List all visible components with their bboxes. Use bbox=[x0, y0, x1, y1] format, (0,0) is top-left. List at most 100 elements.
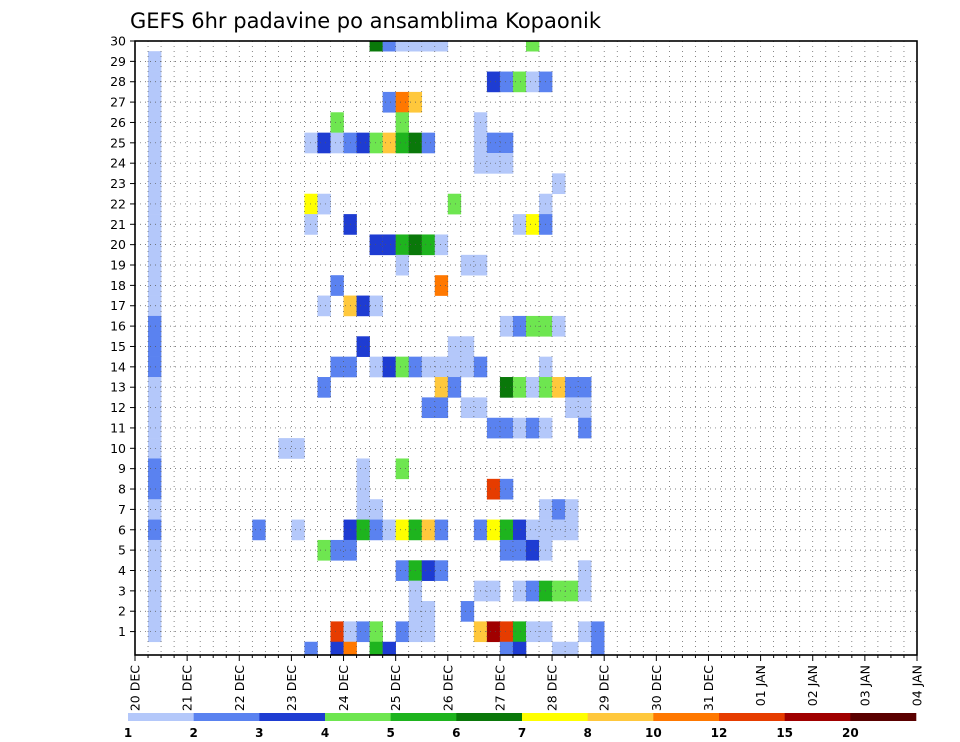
x-tick-label: 01 JAN bbox=[753, 665, 768, 706]
y-tick-label: 18 bbox=[110, 278, 126, 293]
data-cell bbox=[421, 234, 436, 256]
y-tick-label: 16 bbox=[110, 319, 126, 334]
data-cell bbox=[356, 519, 370, 541]
y-tick-label: 2 bbox=[118, 604, 126, 619]
data-cell bbox=[148, 275, 162, 296]
colorbar-label: 3 bbox=[255, 726, 263, 740]
data-cell bbox=[148, 173, 162, 195]
y-tick-label: 12 bbox=[110, 400, 126, 415]
x-tick-label: 30 DEC bbox=[649, 665, 664, 711]
data-cell bbox=[148, 580, 162, 602]
data-cell bbox=[499, 621, 514, 643]
data-cell bbox=[317, 295, 331, 317]
y-tick-label: 3 bbox=[118, 583, 126, 598]
data-cell bbox=[291, 519, 305, 541]
data-cell bbox=[499, 377, 514, 398]
data-cell bbox=[148, 417, 162, 439]
data-cell bbox=[512, 315, 527, 337]
data-cell bbox=[434, 234, 449, 256]
data-cell bbox=[499, 478, 514, 500]
data-cell bbox=[526, 41, 540, 52]
x-tick-label: 28 DEC bbox=[545, 665, 560, 711]
colorbar-label: 15 bbox=[776, 726, 793, 740]
data-cell bbox=[148, 71, 162, 93]
data-cell bbox=[252, 519, 266, 541]
colorbar-label: 1 bbox=[124, 726, 132, 740]
data-cell bbox=[434, 356, 449, 378]
data-cell bbox=[382, 91, 396, 113]
data-cell bbox=[421, 560, 436, 581]
y-tick-label: 8 bbox=[118, 482, 126, 497]
colorbar-label: 5 bbox=[386, 726, 394, 740]
y-tick-label: 30 bbox=[110, 34, 126, 49]
data-cell bbox=[421, 41, 436, 52]
data-cell bbox=[395, 41, 409, 52]
data-cell bbox=[460, 336, 475, 357]
data-cell bbox=[486, 417, 501, 439]
data-cell bbox=[499, 641, 514, 656]
x-tick-label: 27 DEC bbox=[492, 665, 507, 711]
x-tick-label: 31 DEC bbox=[701, 665, 716, 711]
data-cell bbox=[369, 519, 383, 541]
x-axis: 20 DEC 21 DEC 22 DEC 23 DEC 24 DEC 25 DEC 26 D… bbox=[128, 655, 925, 711]
x-tick-label: 20 DEC bbox=[128, 665, 143, 711]
colorbar-swatch bbox=[193, 713, 260, 721]
data-cell bbox=[291, 438, 305, 459]
data-cell bbox=[512, 377, 527, 398]
colorbar-label: 7 bbox=[518, 726, 526, 740]
x-tick-label: 29 DEC bbox=[597, 665, 612, 711]
data-cell bbox=[499, 417, 514, 439]
data-cell bbox=[526, 621, 540, 643]
data-cell bbox=[578, 560, 592, 581]
colorbar-label: 6 bbox=[452, 726, 460, 740]
x-tick-label: 04 JAN bbox=[910, 665, 925, 706]
data-cell bbox=[578, 377, 592, 398]
data-cell bbox=[447, 336, 462, 357]
data-cell bbox=[512, 519, 527, 541]
colorbar-swatch bbox=[390, 713, 457, 721]
data-cell bbox=[382, 519, 396, 541]
y-tick-label: 27 bbox=[110, 95, 126, 110]
data-cell bbox=[369, 295, 383, 317]
data-cell bbox=[395, 112, 409, 133]
y-tick-label: 10 bbox=[110, 441, 126, 456]
y-tick-label: 21 bbox=[110, 217, 126, 232]
y-tick-label: 5 bbox=[118, 543, 126, 558]
data-cell bbox=[526, 315, 540, 337]
y-tick-label: 6 bbox=[118, 522, 126, 537]
data-cell bbox=[512, 621, 527, 643]
data-cell bbox=[421, 356, 436, 378]
x-tick-label: 21 DEC bbox=[180, 665, 195, 711]
data-cell bbox=[447, 193, 462, 215]
data-cell bbox=[526, 417, 540, 439]
y-tick-label: 26 bbox=[110, 115, 126, 130]
data-cell bbox=[317, 377, 331, 398]
data-cell bbox=[148, 621, 162, 643]
data-cell bbox=[408, 41, 423, 52]
data-cell bbox=[356, 295, 370, 317]
x-tick-label: 24 DEC bbox=[336, 665, 351, 711]
y-tick-label: 1 bbox=[118, 624, 126, 639]
y-tick-label: 9 bbox=[118, 461, 126, 476]
data-cell bbox=[148, 478, 162, 500]
data-cell bbox=[434, 397, 449, 419]
data-cell bbox=[486, 621, 501, 643]
data-cell bbox=[421, 519, 436, 541]
data-cell bbox=[512, 71, 527, 93]
data-cell bbox=[565, 641, 579, 656]
colorbar-label: 2 bbox=[189, 726, 197, 740]
data-cell bbox=[148, 193, 162, 215]
data-cell bbox=[552, 641, 566, 656]
data-cell bbox=[552, 499, 566, 520]
data-cell bbox=[369, 41, 383, 52]
data-cell bbox=[330, 112, 344, 133]
x-tick-label: 22 DEC bbox=[232, 665, 247, 711]
data-cell bbox=[148, 397, 162, 419]
x-tick-label: 03 JAN bbox=[857, 665, 872, 706]
x-tick-label: 23 DEC bbox=[284, 665, 299, 711]
data-cell bbox=[148, 539, 162, 561]
y-tick-label: 17 bbox=[110, 298, 126, 313]
colorbar-swatch bbox=[128, 713, 194, 721]
x-tick-label: 26 DEC bbox=[440, 665, 455, 711]
